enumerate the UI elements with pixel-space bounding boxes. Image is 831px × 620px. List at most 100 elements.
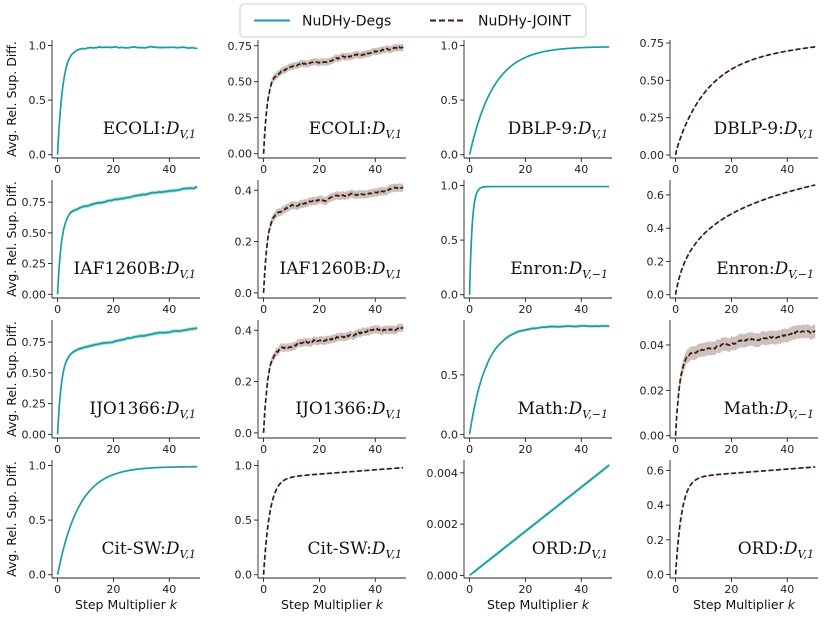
series-line — [56, 465, 198, 575]
confidence-band — [675, 324, 816, 436]
y-tick-label: 0.02 — [640, 384, 665, 397]
y-axis-label: Avg. Rel. Sup. Diff. — [4, 321, 19, 437]
y-tick-label: 0.5 — [29, 94, 47, 107]
x-tick-label: 0 — [54, 163, 61, 176]
y-tick-label: 0.0 — [235, 427, 253, 440]
y-tick-label: 0.4 — [235, 324, 253, 337]
panel-ord-degs: 0.000 0.002 0.004 0 20 40 ORD:DV,1 Step Multipl… — [427, 460, 612, 612]
x-tick-label: 20 — [724, 303, 738, 316]
x-axis-label: Step Multiplier k — [693, 597, 796, 612]
y-tick-label: 0.75 — [640, 37, 665, 50]
x-tick-label: 40 — [574, 163, 588, 176]
y-tick-label: 1.0 — [29, 39, 47, 52]
x-tick-label: 20 — [312, 163, 326, 176]
panel-ecoli-degs: 0.0 0.5 1.0 0 20 40 ECOLI:DV,1 Avg. Rel. Sup. D… — [4, 39, 200, 176]
x-tick-label: 20 — [312, 303, 326, 316]
panel-iaf1260b-joint: 0.0 0.2 0.4 0 20 40 IAF1260B:DV,1 — [235, 180, 406, 316]
x-tick-label: 40 — [780, 303, 794, 316]
y-tick-label: 0.6 — [647, 464, 665, 477]
x-tick-label: 0 — [466, 443, 473, 456]
series-line — [262, 45, 404, 154]
y-tick-label: 0.5 — [441, 369, 459, 382]
panel-annotation: IAF1260B:DV,1 — [74, 259, 196, 281]
series-line — [468, 185, 610, 295]
series-line — [674, 329, 816, 436]
x-tick-label: 20 — [518, 583, 532, 596]
x-tick-label: 0 — [672, 443, 679, 456]
y-tick-label: 1.0 — [441, 39, 459, 52]
y-tick-label: 0.5 — [441, 234, 459, 247]
y-tick-label: 0.75 — [22, 336, 47, 349]
legend: NuDHy-Degs NuDHy-JOINT — [239, 3, 587, 38]
y-tick-label: 0.0 — [441, 149, 459, 162]
series-line — [468, 324, 610, 435]
x-tick-label: 0 — [466, 163, 473, 176]
y-tick-label: 0.00 — [640, 149, 665, 162]
y-tick-label: 0.0 — [441, 289, 459, 302]
y-axis-label: Avg. Rel. Sup. Diff. — [4, 461, 19, 577]
legend-label-joint: NuDHy-JOINT — [478, 14, 571, 30]
x-tick-label: 40 — [368, 163, 382, 176]
x-tick-label: 0 — [260, 583, 267, 596]
x-tick-label: 40 — [780, 443, 794, 456]
panel-grid: 0.0 0.5 1.0 0 20 40 ECOLI:DV,1 Avg. Rel. Sup. D… — [4, 37, 818, 612]
panel-cit-sw-joint: 0.0 0.5 1.0 0 20 40 Cit-SW:DV,1 Step Multiplier… — [235, 459, 406, 612]
series-line — [262, 326, 404, 433]
x-tick-label: 40 — [368, 583, 382, 596]
y-tick-label: 0.0 — [29, 569, 47, 582]
x-tick-label: 20 — [518, 303, 532, 316]
y-tick-label: 0.0 — [29, 149, 47, 162]
x-tick-label: 0 — [672, 303, 679, 316]
x-tick-label: 40 — [368, 443, 382, 456]
x-tick-label: 20 — [518, 163, 532, 176]
panel-annotation: IAF1260B:DV,1 — [280, 259, 402, 281]
y-tick-label: 0.00 — [640, 430, 665, 443]
y-tick-label: 1.0 — [235, 459, 253, 472]
x-tick-label: 0 — [466, 583, 473, 596]
y-tick-label: 0.00 — [22, 288, 47, 301]
x-tick-label: 40 — [780, 163, 794, 176]
y-tick-label: 0.2 — [235, 236, 253, 249]
y-tick-label: 0.00 — [22, 428, 47, 441]
y-tick-label: 0.50 — [22, 227, 47, 240]
x-tick-label: 40 — [574, 443, 588, 456]
panel-annotation: Cit-SW:DV,1 — [307, 539, 402, 561]
x-tick-label: 20 — [312, 583, 326, 596]
series-line — [674, 45, 816, 156]
y-tick-label: 0.6 — [647, 189, 665, 202]
y-tick-label: 0.0 — [647, 569, 665, 582]
x-tick-label: 40 — [368, 303, 382, 316]
panel-annotation: ORD:DV,1 — [738, 539, 814, 561]
y-tick-label: 0.50 — [228, 76, 253, 89]
panel-math-joint: 0.00 0.02 0.04 0 20 40 Math:DV,−1 — [640, 320, 818, 456]
y-tick-label: 0.25 — [22, 258, 47, 271]
x-tick-label: 40 — [162, 583, 176, 596]
y-tick-label: 0.4 — [235, 184, 253, 197]
y-axis-label: Avg. Rel. Sup. Diff. — [4, 181, 19, 297]
y-tick-label: 0.0 — [441, 428, 459, 441]
panel-annotation: ECOLI:DV,1 — [309, 119, 402, 141]
legend-frame — [239, 3, 587, 38]
y-tick-label: 0.4 — [647, 222, 665, 235]
panel-annotation: IJO1366:DV,1 — [89, 399, 196, 421]
panel-annotation: DBLP-9:DV,1 — [714, 119, 814, 141]
y-tick-label: 0.00 — [228, 148, 253, 161]
x-axis-label: Step Multiplier k — [75, 597, 178, 612]
x-tick-label: 20 — [106, 583, 120, 596]
y-tick-label: 0.25 — [640, 112, 665, 125]
series-line — [56, 45, 198, 155]
panel-ijo1366-degs: 0.00 0.25 0.50 0.75 0 20 40 IJO1366:DV,1 Avg. Re… — [4, 320, 200, 456]
x-axis-label: Step Multiplier k — [281, 597, 384, 612]
y-axis-label: Avg. Rel. Sup. Diff. — [4, 41, 19, 157]
panel-enron-joint: 0.0 0.2 0.4 0.6 0 20 40 Enron:DV,−1 — [647, 180, 818, 316]
y-tick-label: 1.0 — [29, 459, 47, 472]
panel-ord-joint: 0.0 0.2 0.4 0.6 0 20 40 ORD:DV,1 Step Multiplier… — [647, 460, 818, 612]
y-tick-label: 0.75 — [22, 196, 47, 209]
panel-math-degs: 0.0 0.5 0 20 40 Math:DV,−1 — [441, 320, 612, 456]
series-line — [262, 186, 404, 293]
x-tick-label: 20 — [312, 443, 326, 456]
y-tick-label: 0.50 — [640, 74, 665, 87]
x-tick-label: 20 — [724, 583, 738, 596]
panel-enron-degs: 0.0 0.5 1.0 0 20 40 Enron:DV,−1 — [441, 179, 612, 316]
